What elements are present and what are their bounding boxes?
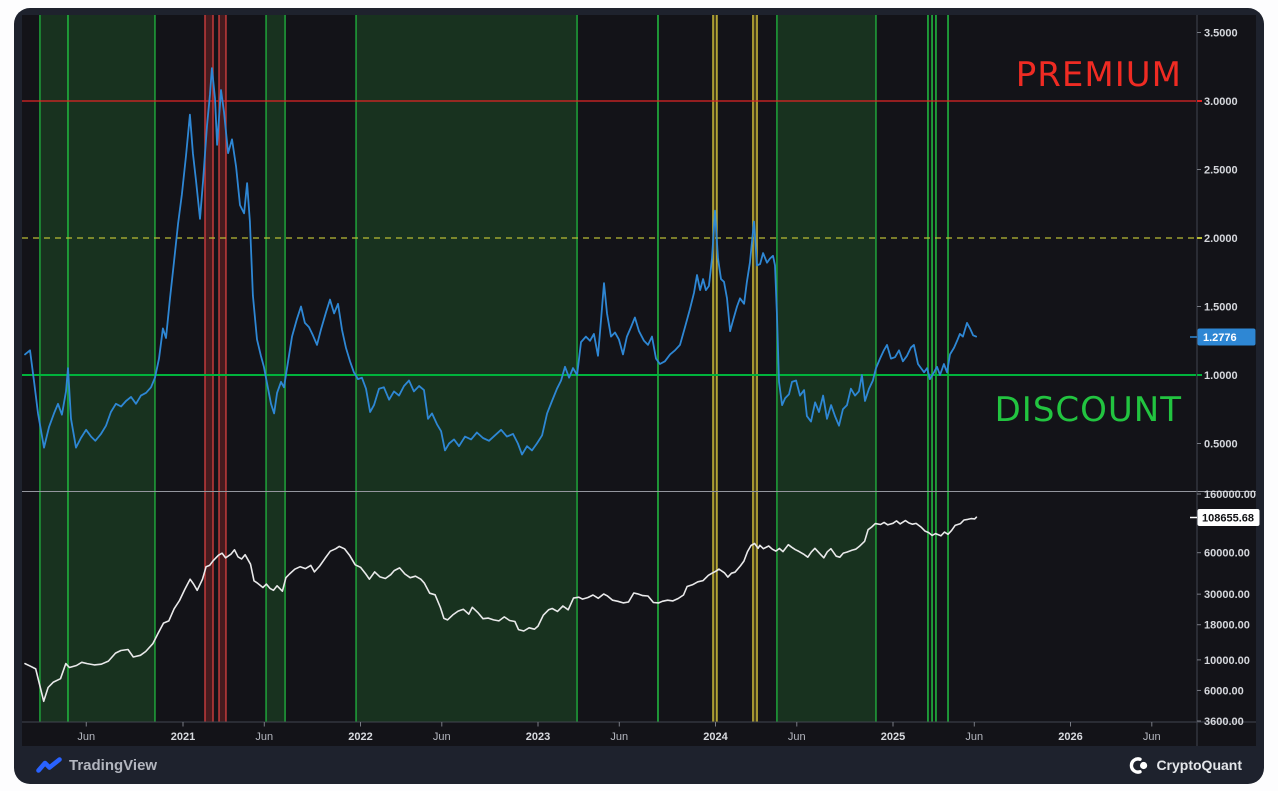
svg-text:60000.00: 60000.00 bbox=[1204, 548, 1250, 560]
ratio-last-value-badge: 1.2776 bbox=[1190, 328, 1256, 346]
discount-zone-label: DISCOUNT bbox=[995, 390, 1182, 430]
svg-text:3.0000: 3.0000 bbox=[1204, 96, 1238, 108]
svg-text:10000.00: 10000.00 bbox=[1204, 655, 1250, 667]
premium-zone-label: PREMIUM bbox=[1016, 55, 1182, 95]
cryptoquant-attribution-link[interactable]: CryptoQuant bbox=[1129, 756, 1242, 774]
svg-text:3.5000: 3.5000 bbox=[1204, 28, 1238, 40]
tradingview-attribution-link[interactable]: TradingView bbox=[36, 757, 157, 774]
svg-text:2.5000: 2.5000 bbox=[1204, 165, 1238, 177]
level-lines bbox=[22, 100, 1196, 376]
svg-text:Jun: Jun bbox=[255, 731, 273, 743]
svg-text:2026: 2026 bbox=[1058, 731, 1082, 743]
svg-text:30000.00: 30000.00 bbox=[1204, 589, 1250, 601]
svg-text:2023: 2023 bbox=[526, 731, 550, 743]
event-bands bbox=[39, 15, 949, 722]
svg-text:108655.68: 108655.68 bbox=[1202, 513, 1254, 525]
svg-text:Jun: Jun bbox=[433, 731, 451, 743]
tradingview-logo-icon bbox=[36, 756, 62, 773]
ratio-series-line bbox=[24, 67, 977, 456]
axes-frame bbox=[22, 15, 1256, 746]
svg-text:1.5000: 1.5000 bbox=[1204, 302, 1238, 314]
chart-footer: TradingView CryptoQuant bbox=[22, 746, 1256, 784]
svg-text:2024: 2024 bbox=[703, 731, 728, 743]
svg-text:Jun: Jun bbox=[610, 731, 628, 743]
svg-text:2021: 2021 bbox=[171, 731, 195, 743]
svg-text:1.0000: 1.0000 bbox=[1204, 370, 1238, 382]
svg-text:Jun: Jun bbox=[77, 731, 95, 743]
svg-text:1.2776: 1.2776 bbox=[1203, 332, 1237, 344]
svg-text:2025: 2025 bbox=[881, 731, 905, 743]
svg-text:160000.00: 160000.00 bbox=[1204, 489, 1256, 501]
time-scale-axis[interactable]: Jun 2021 Jun 2022 Jun 2023 Jun 2024 Jun 2025 Jun 20… bbox=[77, 722, 1161, 743]
svg-text:3600.00: 3600.00 bbox=[1204, 716, 1244, 728]
cryptoquant-logo-icon bbox=[1130, 756, 1148, 774]
svg-text:18000.00: 18000.00 bbox=[1204, 620, 1250, 632]
chart-card: TradingView CryptoQuant bbox=[14, 8, 1264, 784]
price-series-line bbox=[24, 516, 978, 703]
svg-text:2022: 2022 bbox=[348, 731, 372, 743]
svg-text:Jun: Jun bbox=[1143, 731, 1161, 743]
tradingview-brand-text: TradingView bbox=[69, 756, 158, 774]
cryptoquant-brand-text: CryptoQuant bbox=[1156, 757, 1242, 773]
price-last-value-badge: 108655.68 bbox=[1190, 509, 1260, 526]
svg-text:6000.00: 6000.00 bbox=[1204, 685, 1244, 697]
chart-background bbox=[22, 15, 1256, 746]
price-scale-axis[interactable]: 3.5000 3.0000 2.5000 2.0000 1.5000 1.0000 0.50… bbox=[1197, 28, 1256, 729]
svg-text:Jun: Jun bbox=[788, 731, 806, 743]
svg-text:0.5000: 0.5000 bbox=[1204, 439, 1238, 451]
svg-text:Jun: Jun bbox=[965, 731, 983, 743]
svg-text:2.0000: 2.0000 bbox=[1204, 233, 1238, 245]
